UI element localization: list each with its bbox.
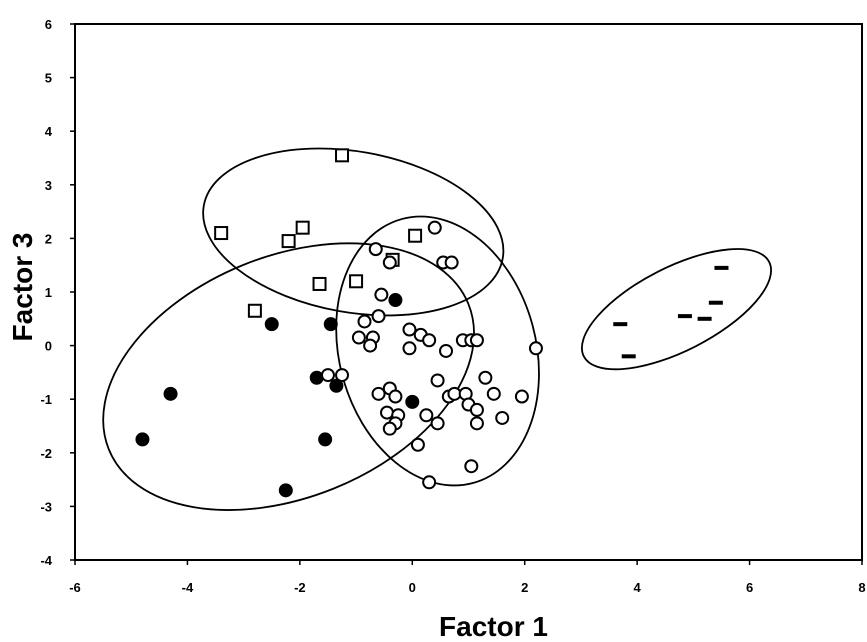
y-tick-label: 5 [45,71,52,86]
y-tick-label: 4 [45,124,53,139]
open-circle-marker [402,322,417,337]
x-tick-label: -6 [69,580,81,595]
dash-marker [708,300,723,305]
x-tick-label: 0 [409,580,416,595]
filled-circle-marker [405,394,420,409]
open-circle-marker [382,255,397,270]
x-tick-label: 2 [521,580,528,595]
open-circle-marker [402,341,417,356]
open-circle-marker [374,287,389,302]
open-circle-marker [528,341,543,356]
x-tick-label: 8 [858,580,865,595]
open-circle-marker [486,386,501,401]
plot-frame [74,23,863,561]
y-axis: -4 -3 -2 -1 0 1 2 3 4 5 6 [40,17,75,568]
square-marker [247,303,262,318]
square-marker [214,226,229,241]
open-circle-marker [422,333,437,348]
square-marker [281,234,296,249]
y-tick-label: 6 [45,17,52,32]
x-axis: -6 -4 -2 0 2 4 6 8 [69,560,866,595]
open-circle-marker [447,386,462,401]
y-tick-label: -4 [40,553,52,568]
y-tick-label: -3 [40,499,52,514]
open-circle-marker [514,389,529,404]
open-circle-marker [478,370,493,385]
dash-marker [621,354,636,359]
square-marker [349,274,364,289]
confidence-ellipse [335,215,540,487]
open-circle-marker [419,408,434,423]
open-circle-marker [439,343,454,358]
x-axis-title: Factor 1 [439,611,548,642]
y-tick-label: -1 [40,392,52,407]
filled-circle-marker [388,293,403,308]
open-circle-marker [469,333,484,348]
open-circle-marker [430,373,445,388]
filled-circle-marker [135,432,150,447]
open-circle-marker [371,309,386,324]
open-circle-marker [430,416,445,431]
open-circle-marker [335,368,350,383]
open-circle-marker [357,314,372,329]
open-circle-marker [371,386,386,401]
y-axis-title: Factor 3 [7,233,38,342]
confidence-ellipse [202,147,505,317]
open-circle-marker [363,338,378,353]
dash-marker [697,316,712,321]
x-tick-label: -4 [182,580,194,595]
open-circle-marker [382,421,397,436]
confidence-ellipse [581,248,772,371]
open-circle-marker [410,437,425,452]
open-circle-marker [320,368,335,383]
open-circle-marker [444,255,459,270]
filled-circle-marker [323,317,338,332]
open-circle-marker [422,475,437,490]
dash-marker [613,322,628,327]
open-circle-marker [469,416,484,431]
open-circle-marker [379,405,394,420]
open-circle-marker [351,330,366,345]
y-tick-label: 0 [45,339,52,354]
y-tick-label: 1 [45,285,52,300]
y-tick-label: 2 [45,231,52,246]
x-tick-label: 4 [634,580,642,595]
square-marker [408,228,423,243]
filled-circle-marker [329,378,344,393]
filled-circle-marker [278,483,293,498]
x-tick-label: -2 [294,580,306,595]
square-marker [312,276,327,291]
x-tick-label: 6 [746,580,753,595]
dash-marker [714,265,729,270]
filled-circle-marker [318,432,333,447]
y-tick-label: 3 [45,178,52,193]
open-circle-marker [495,410,510,425]
open-circle-marker [388,389,403,404]
point-layer [135,148,729,498]
filled-circle-marker [163,386,178,401]
dash-marker [677,314,692,319]
square-marker [335,148,350,163]
square-marker [295,220,310,235]
open-circle-marker [469,402,484,417]
y-tick-label: -2 [40,446,52,461]
confidence-ellipse [102,242,475,511]
filled-circle-marker [264,317,279,332]
open-circle-marker [464,459,479,474]
open-circle-marker [368,242,383,257]
open-circle-marker [427,220,442,235]
